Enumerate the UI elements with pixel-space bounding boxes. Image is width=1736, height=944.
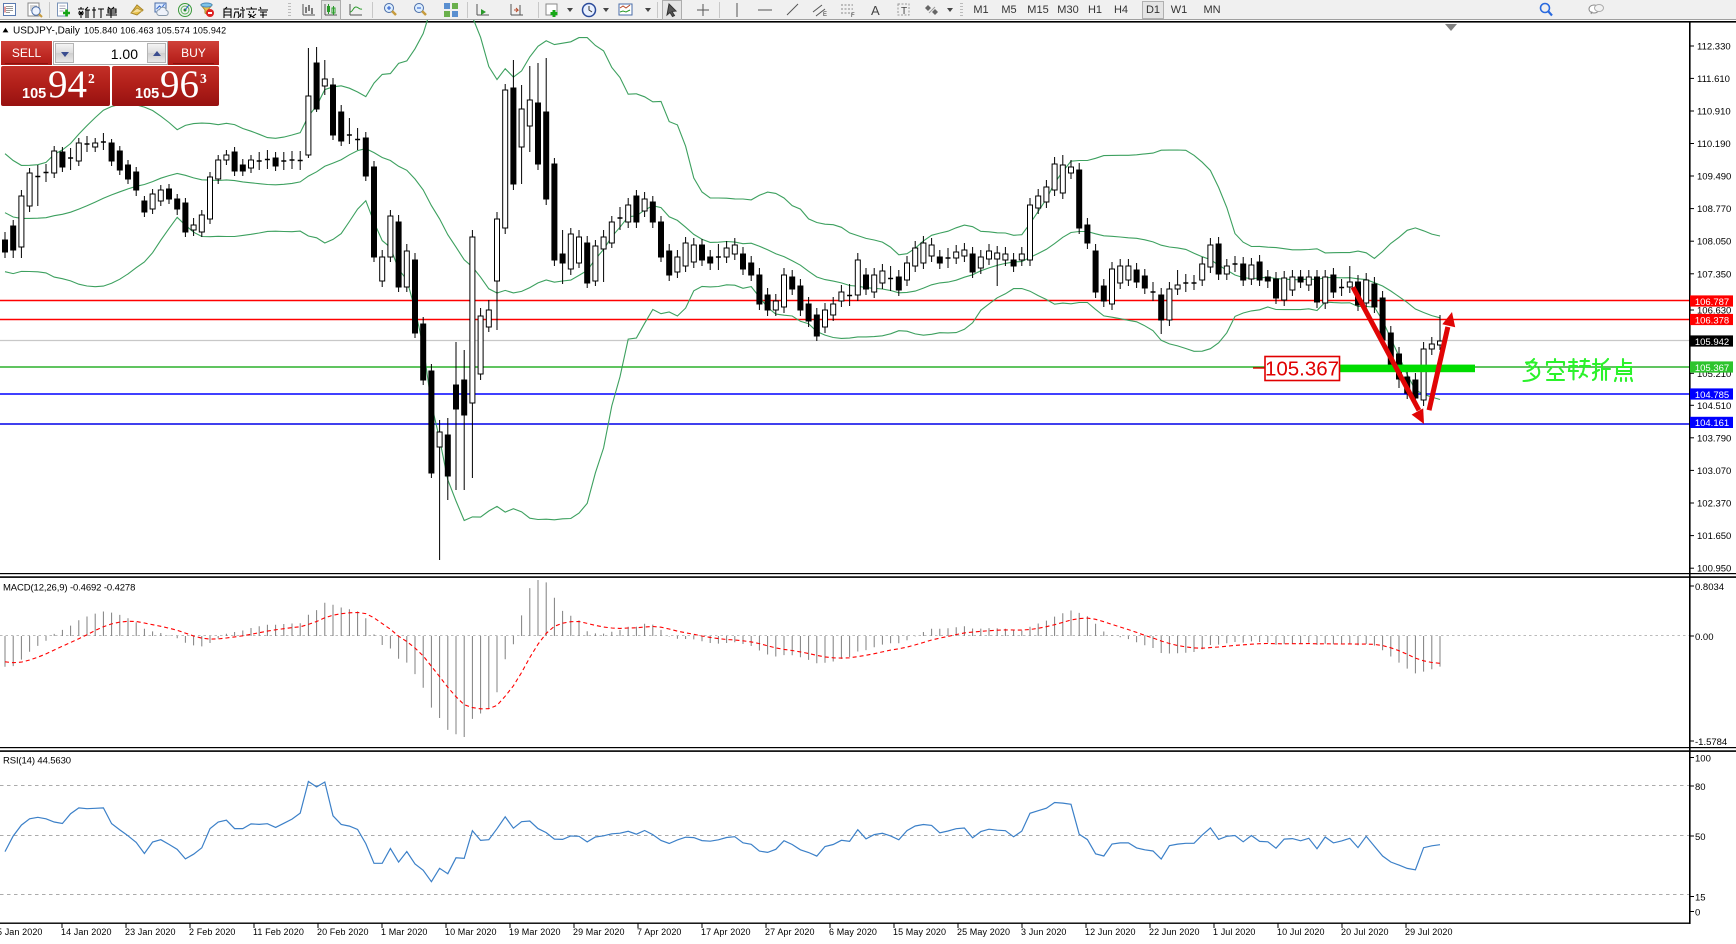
svg-text:112.330: 112.330 xyxy=(1697,42,1731,53)
svg-text:22 Jun 2020: 22 Jun 2020 xyxy=(1149,927,1200,937)
svg-text:106.630: 106.630 xyxy=(1697,306,1731,317)
svg-text:110.910: 110.910 xyxy=(1697,107,1731,118)
svg-text:50: 50 xyxy=(1695,832,1706,843)
svg-text:29 Mar 2020: 29 Mar 2020 xyxy=(573,927,625,937)
svg-text:MACD(12,26,9) -0.4692 -0.4278: MACD(12,26,9) -0.4692 -0.4278 xyxy=(3,583,135,594)
svg-text:12 Jun 2020: 12 Jun 2020 xyxy=(1085,927,1136,937)
svg-text:104.510: 104.510 xyxy=(1697,401,1731,412)
svg-text:105.210: 105.210 xyxy=(1697,369,1731,380)
svg-text:17 Apr 2020: 17 Apr 2020 xyxy=(701,927,751,937)
svg-text:105.942: 105.942 xyxy=(1695,337,1729,348)
svg-text:USDJPY-,Daily: USDJPY-,Daily xyxy=(13,26,80,37)
svg-text:23 Jan 2020: 23 Jan 2020 xyxy=(125,927,176,937)
svg-text:0.8034: 0.8034 xyxy=(1695,582,1724,593)
svg-text:20 Jul 2020: 20 Jul 2020 xyxy=(1341,927,1389,937)
svg-text:T: T xyxy=(901,6,907,17)
svg-text:107.350: 107.350 xyxy=(1697,269,1731,280)
svg-text:10 Mar 2020: 10 Mar 2020 xyxy=(445,927,497,937)
svg-text:A: A xyxy=(871,3,880,18)
svg-text:15: 15 xyxy=(1695,892,1706,903)
svg-text:5 Jan 2020: 5 Jan 2020 xyxy=(0,927,43,937)
svg-text:6 May 2020: 6 May 2020 xyxy=(829,927,877,937)
svg-text:E: E xyxy=(823,12,827,18)
svg-text:104.785: 104.785 xyxy=(1695,390,1729,401)
svg-text:0.00: 0.00 xyxy=(1695,632,1714,643)
svg-text:1 Jul 2020: 1 Jul 2020 xyxy=(1213,927,1256,937)
svg-text:106.378: 106.378 xyxy=(1695,315,1729,326)
svg-text:105.840 106.463 105.574 105.94: 105.840 106.463 105.574 105.942 xyxy=(84,26,226,36)
svg-text:10 Jul 2020: 10 Jul 2020 xyxy=(1277,927,1325,937)
svg-text:102.370: 102.370 xyxy=(1697,499,1731,510)
svg-text:101.650: 101.650 xyxy=(1697,531,1731,542)
svg-text:111.610: 111.610 xyxy=(1697,74,1730,85)
svg-text:20 Feb 2020: 20 Feb 2020 xyxy=(317,927,369,937)
svg-text:RSI(14) 44.5630: RSI(14) 44.5630 xyxy=(3,756,71,767)
svg-text:-1.5784: -1.5784 xyxy=(1695,737,1727,748)
svg-text:15 May 2020: 15 May 2020 xyxy=(893,927,946,937)
svg-text:110.190: 110.190 xyxy=(1697,139,1731,150)
svg-text:11 Feb 2020: 11 Feb 2020 xyxy=(253,927,304,937)
svg-text:14 Jan 2020: 14 Jan 2020 xyxy=(61,927,112,937)
svg-text:109.490: 109.490 xyxy=(1697,172,1731,183)
svg-text:106.787: 106.787 xyxy=(1695,297,1729,308)
svg-text:100.950: 100.950 xyxy=(1697,564,1731,575)
svg-text:2 Feb 2020: 2 Feb 2020 xyxy=(189,927,236,937)
svg-text:27 Apr 2020: 27 Apr 2020 xyxy=(765,927,815,937)
svg-text:25 May 2020: 25 May 2020 xyxy=(957,927,1010,937)
svg-text:103.790: 103.790 xyxy=(1697,433,1731,444)
svg-text:80: 80 xyxy=(1695,782,1706,793)
svg-text:1 Mar 2020: 1 Mar 2020 xyxy=(381,927,428,937)
svg-text:100: 100 xyxy=(1695,753,1711,764)
svg-text:108.050: 108.050 xyxy=(1697,237,1731,248)
svg-text:7 Apr 2020: 7 Apr 2020 xyxy=(637,927,682,937)
svg-text:0: 0 xyxy=(1695,907,1700,918)
svg-text:19 Mar 2020: 19 Mar 2020 xyxy=(509,927,561,937)
svg-text:3 Jun 2020: 3 Jun 2020 xyxy=(1021,927,1067,937)
svg-text:F: F xyxy=(851,13,855,18)
svg-text:104.161: 104.161 xyxy=(1695,418,1729,429)
svg-text:103.070: 103.070 xyxy=(1697,466,1731,477)
svg-text:29 Jul 2020: 29 Jul 2020 xyxy=(1405,927,1453,937)
svg-text:105.367: 105.367 xyxy=(1695,363,1729,374)
svg-text:105.367: 105.367 xyxy=(1265,358,1339,381)
svg-text:108.770: 108.770 xyxy=(1697,204,1731,215)
